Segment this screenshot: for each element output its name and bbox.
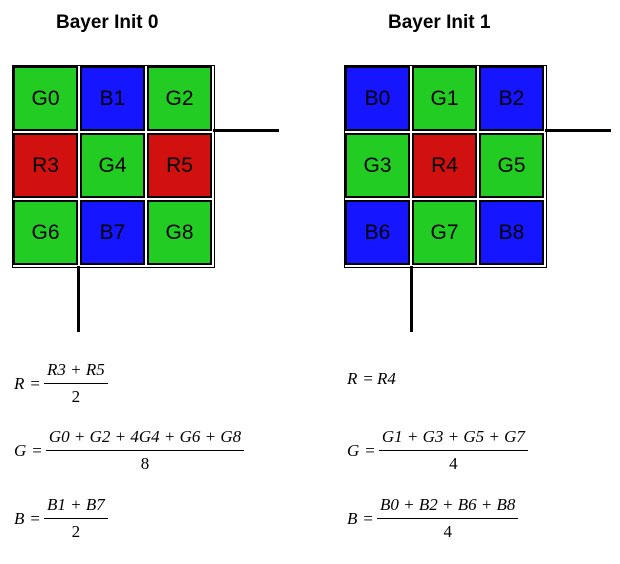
grid-0-cell-6: G6 <box>13 200 78 265</box>
panel-1-title: Bayer Init 1 <box>388 12 491 33</box>
formula-0-r-lhs: R <box>14 373 25 393</box>
formula-0-g: G = G0 + G2 + 4G4 + G6 + G8 8 <box>14 427 245 474</box>
formula-1-g-fraction: G1 + G3 + G5 + G7 4 <box>378 427 528 474</box>
grid-1-cell-0: B0 <box>345 66 410 131</box>
grid-1-cell-7: G7 <box>412 200 477 265</box>
formula-0-r-denominator: 2 <box>71 387 81 406</box>
formula-1-b-lhs: B <box>347 508 358 528</box>
grid-1-vertical-line <box>410 266 413 332</box>
bayer-grid-0: G0 B1 G2 R3 G4 R5 G6 B7 G8 <box>12 65 215 268</box>
fraction-bar <box>45 450 245 451</box>
grid-1-cell-2: B2 <box>479 66 544 131</box>
fraction-bar <box>43 383 108 384</box>
formula-1-b-numerator: B0 + B2 + B6 + B8 <box>379 495 516 514</box>
grid-0-cell-7: B7 <box>80 200 145 265</box>
formula-0-r-fraction: R3 + R5 2 <box>43 360 108 407</box>
grid-1-cell-8: B8 <box>479 200 544 265</box>
formula-1-b: B = B0 + B2 + B6 + B8 4 <box>347 495 519 542</box>
bayer-grid-1: B0 G1 B2 G3 R4 G5 B6 G7 B8 <box>344 65 547 268</box>
grid-1-cell-6: B6 <box>345 200 410 265</box>
grid-0-cell-3: R3 <box>13 133 78 198</box>
formula-0-g-lhs: G <box>14 440 27 460</box>
equals-sign: = <box>363 369 373 388</box>
grid-1-cell-5: G5 <box>479 133 544 198</box>
grid-1-cell-3: G3 <box>345 133 410 198</box>
formula-1-g: G = G1 + G3 + G5 + G7 4 <box>347 427 528 474</box>
grid-1-horizontal-line <box>545 129 611 132</box>
fraction-bar <box>43 518 108 519</box>
formula-1-g-numerator: G1 + G3 + G5 + G7 <box>381 427 525 446</box>
formula-0-g-denominator: 8 <box>140 454 150 473</box>
equals-sign: = <box>32 440 42 460</box>
formula-1-g-lhs: G <box>347 440 360 460</box>
fraction-bar <box>376 518 519 519</box>
grid-0-cell-4: G4 <box>80 133 145 198</box>
formula-1-b-fraction: B0 + B2 + B6 + B8 4 <box>376 495 519 542</box>
grid-0-vertical-line <box>77 266 80 332</box>
formula-1-g-denominator: 4 <box>449 454 458 473</box>
formula-0-r-numerator: R3 + R5 <box>46 360 105 379</box>
grid-0-cell-0: G0 <box>13 66 78 131</box>
formula-1-r-rhs: R4 <box>376 369 396 388</box>
grid-1-cell-4: R4 <box>412 133 477 198</box>
grid-0-cell-1: B1 <box>80 66 145 131</box>
formula-0-b-denominator: 2 <box>71 522 81 541</box>
formula-1-r-lhs: R <box>347 369 358 388</box>
formula-0-b-fraction: B1 + B7 2 <box>43 495 108 542</box>
equals-sign: = <box>30 508 40 528</box>
fraction-bar <box>378 450 528 451</box>
formula-0-g-fraction: G0 + G2 + 4G4 + G6 + G8 8 <box>45 427 245 474</box>
formula-1-r: R = R4 <box>347 369 396 389</box>
grid-0-cell-5: R5 <box>147 133 212 198</box>
grid-0-cell-2: G2 <box>147 66 212 131</box>
formula-0-b-numerator: B1 + B7 <box>46 495 105 514</box>
equals-sign: = <box>30 373 40 393</box>
grid-0-horizontal-line <box>213 129 279 132</box>
formula-0-r: R = R3 + R5 2 <box>14 360 108 407</box>
grid-0-cell-8: G8 <box>147 200 212 265</box>
formula-0-g-numerator: G0 + G2 + 4G4 + G6 + G8 <box>48 427 242 446</box>
panel-0-title: Bayer Init 0 <box>56 12 159 33</box>
formula-1-b-denominator: 4 <box>443 522 452 541</box>
equals-sign: = <box>363 508 373 528</box>
formula-0-b: B = B1 + B7 2 <box>14 495 108 542</box>
grid-1-cell-1: G1 <box>412 66 477 131</box>
formula-0-b-lhs: B <box>14 508 25 528</box>
equals-sign: = <box>365 440 375 460</box>
